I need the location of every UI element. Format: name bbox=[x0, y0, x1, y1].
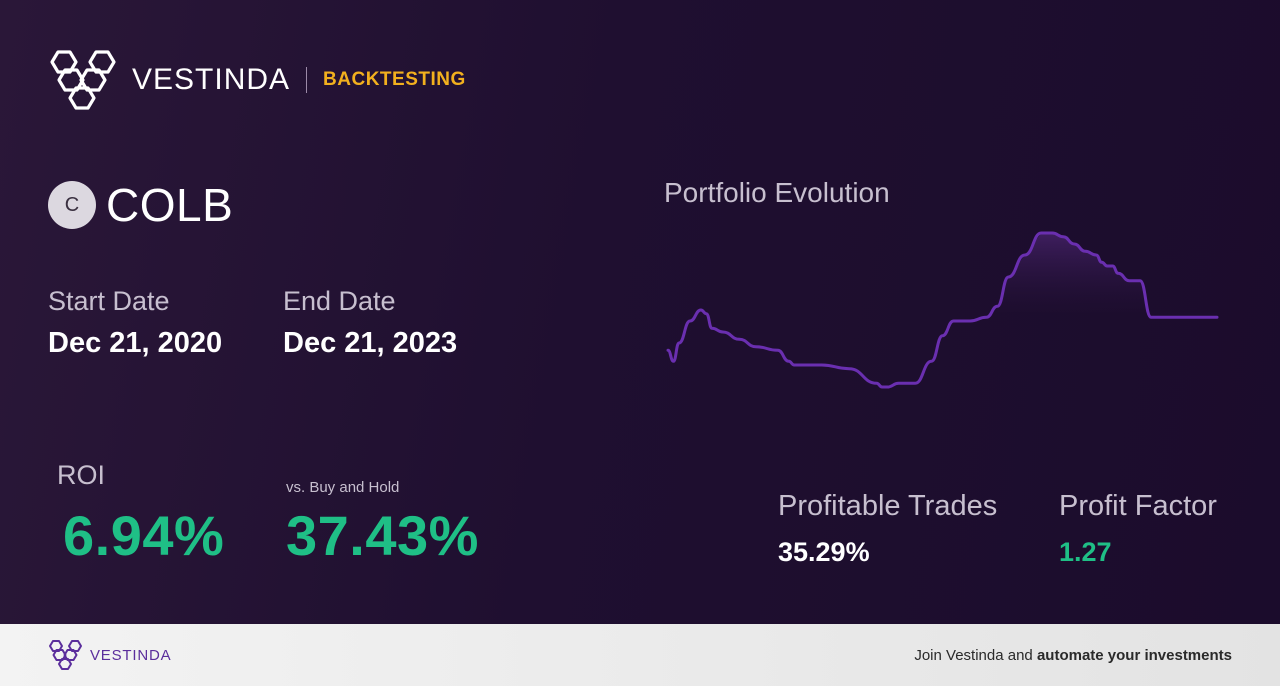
backtest-card: VESTINDA BACKTESTING C COLB Start Date D… bbox=[0, 0, 1280, 624]
chart-title: Portfolio Evolution bbox=[664, 177, 890, 208]
vestinda-footer-logo-icon bbox=[49, 640, 82, 670]
footer-cta-bold: automate your investments bbox=[1036, 646, 1232, 664]
footer: VESTINDA Join Vestinda and automate your… bbox=[0, 624, 1280, 686]
profit-factor-block: Profit Factor 1.27 bbox=[1059, 490, 1217, 568]
start-date-value: Dec 21, 2020 bbox=[48, 327, 223, 359]
portfolio-chart bbox=[666, 231, 1219, 389]
brand-name: VESTINDA bbox=[132, 63, 291, 96]
footer-cta-prefix: Join Vestinda and bbox=[914, 646, 1037, 664]
ticker-symbol: COLB bbox=[106, 179, 234, 231]
chart-series-line bbox=[666, 231, 1219, 389]
roi-value: 6.94% bbox=[63, 504, 225, 567]
chart-area bbox=[997, 233, 1217, 318]
buy-hold-value: 37.43% bbox=[286, 504, 479, 567]
profitable-trades-block: Profitable Trades 35.29% bbox=[778, 490, 997, 568]
start-date-label: Start Date bbox=[48, 286, 170, 316]
profit-factor-label: Profit Factor bbox=[1059, 490, 1217, 522]
end-date-value: Dec 21, 2023 bbox=[283, 327, 458, 359]
brand-divider bbox=[306, 67, 308, 93]
start-date-block: Start Date Dec 21, 2020 bbox=[48, 286, 222, 360]
footer-brand[interactable]: VESTINDA bbox=[48, 639, 171, 671]
end-date-block: End Date Dec 21, 2023 bbox=[283, 286, 457, 360]
ticker-badge: C bbox=[48, 181, 96, 229]
footer-brand-name: VESTINDA bbox=[90, 646, 172, 664]
profit-factor-value: 1.27 bbox=[1059, 537, 1112, 567]
buy-hold-label: vs. Buy and Hold bbox=[286, 479, 400, 496]
roi-label: ROI bbox=[57, 460, 106, 490]
ticker: C COLB bbox=[48, 178, 233, 232]
vestinda-logo-icon bbox=[50, 50, 116, 110]
brand-header: VESTINDA BACKTESTING bbox=[48, 48, 466, 112]
profitable-trades-label: Profitable Trades bbox=[778, 490, 998, 522]
brand-tag: BACKTESTING bbox=[323, 69, 466, 90]
end-date-label: End Date bbox=[283, 286, 396, 316]
footer-cta[interactable]: Join Vestinda and automate your investme… bbox=[914, 647, 1232, 664]
profitable-trades-value: 35.29% bbox=[778, 537, 870, 567]
